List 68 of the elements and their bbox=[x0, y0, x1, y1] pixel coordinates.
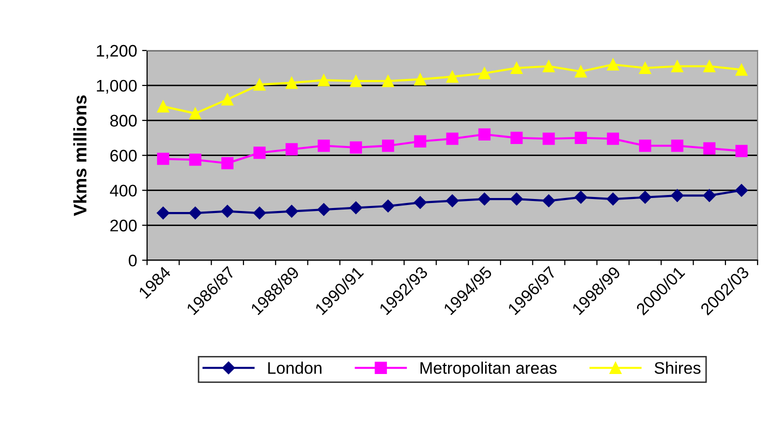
y-tick-label: 800 bbox=[110, 114, 137, 127]
y-tick-label: 0 bbox=[128, 254, 137, 266]
point bbox=[157, 100, 170, 113]
point bbox=[350, 201, 362, 214]
point bbox=[285, 204, 298, 218]
y-axis-title: Vkms millions bbox=[73, 95, 87, 216]
point bbox=[735, 184, 748, 197]
point bbox=[735, 144, 748, 158]
point bbox=[350, 75, 362, 88]
point bbox=[542, 132, 555, 145]
y-tick-label: 600 bbox=[110, 150, 137, 162]
point bbox=[253, 78, 266, 91]
point bbox=[638, 190, 652, 204]
point bbox=[253, 206, 266, 220]
y-tick-label: 1,000 bbox=[96, 80, 137, 94]
point bbox=[478, 128, 491, 140]
point bbox=[446, 70, 458, 83]
point bbox=[253, 146, 266, 159]
point bbox=[510, 62, 523, 74]
point bbox=[702, 189, 716, 202]
point bbox=[188, 206, 202, 220]
point bbox=[414, 73, 426, 86]
y-tick-label: 1,200 bbox=[96, 44, 137, 59]
point bbox=[220, 204, 234, 218]
legend-label: London bbox=[268, 362, 322, 374]
point bbox=[317, 203, 330, 216]
point bbox=[156, 206, 170, 220]
point bbox=[189, 107, 202, 120]
point bbox=[414, 135, 426, 148]
point bbox=[286, 76, 298, 89]
point bbox=[703, 142, 716, 154]
point bbox=[671, 60, 684, 72]
point bbox=[382, 200, 394, 212]
point bbox=[478, 192, 491, 206]
point bbox=[382, 75, 394, 88]
point bbox=[478, 67, 491, 80]
point bbox=[221, 93, 234, 106]
legend-label: Shires bbox=[654, 362, 700, 374]
point bbox=[286, 143, 298, 156]
point bbox=[542, 60, 555, 72]
point bbox=[639, 140, 652, 152]
point bbox=[574, 132, 587, 144]
y-tick-label: 200 bbox=[110, 220, 137, 232]
legend-label: Metropolitan areas bbox=[420, 362, 557, 378]
point bbox=[350, 141, 362, 154]
point bbox=[510, 132, 523, 144]
point bbox=[671, 140, 684, 152]
point bbox=[542, 194, 556, 208]
point bbox=[606, 132, 620, 145]
point bbox=[318, 74, 330, 86]
point bbox=[157, 152, 170, 165]
point bbox=[510, 192, 523, 206]
point bbox=[670, 189, 684, 202]
point bbox=[446, 194, 459, 208]
point bbox=[318, 140, 330, 152]
point bbox=[574, 190, 588, 204]
point bbox=[639, 62, 652, 74]
point bbox=[735, 64, 748, 76]
point bbox=[606, 58, 620, 71]
point bbox=[703, 60, 716, 72]
point bbox=[606, 192, 620, 206]
point bbox=[189, 154, 202, 166]
y-tick-label: 400 bbox=[110, 184, 137, 197]
point bbox=[574, 65, 587, 78]
point bbox=[382, 140, 394, 152]
point bbox=[414, 196, 427, 209]
point bbox=[221, 157, 234, 170]
point bbox=[446, 132, 458, 145]
